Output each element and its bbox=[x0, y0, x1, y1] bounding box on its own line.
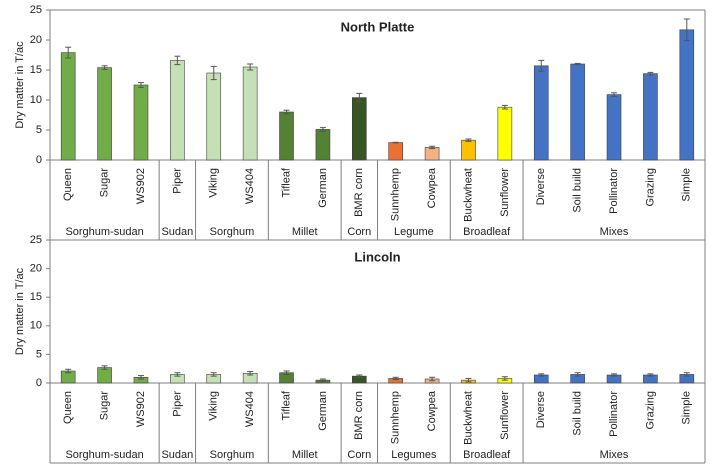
group-label: Corn bbox=[347, 449, 371, 461]
x-tick-label: Cowpea bbox=[426, 390, 438, 431]
bar bbox=[242, 66, 258, 161]
y-tick-label: 5 bbox=[36, 124, 42, 136]
x-tick-label: Grazing bbox=[644, 168, 656, 207]
bar bbox=[60, 52, 76, 161]
y-tick-label: 20 bbox=[30, 34, 42, 46]
bar bbox=[533, 65, 549, 161]
x-tick-label: WS902 bbox=[135, 391, 147, 427]
x-tick-label: BMR corn bbox=[353, 168, 365, 217]
bar bbox=[388, 142, 403, 161]
group-label: Broadleaf bbox=[463, 449, 511, 461]
y-tick-label: 25 bbox=[30, 4, 42, 16]
x-tick-label: German bbox=[317, 168, 329, 208]
y-tick-label: 20 bbox=[30, 263, 42, 275]
x-tick-label: Diverse bbox=[535, 168, 547, 205]
y-tick-label: 5 bbox=[36, 348, 42, 360]
group-label: Mixes bbox=[600, 449, 629, 461]
bar bbox=[133, 84, 149, 161]
x-tick-label: WS902 bbox=[135, 168, 147, 204]
y-tick-label: 15 bbox=[30, 291, 42, 303]
y-tick-label: 10 bbox=[30, 94, 42, 106]
y-tick-label: 15 bbox=[30, 64, 42, 76]
x-tick-label: Piper bbox=[171, 168, 183, 194]
x-tick-label: Buckwheat bbox=[462, 391, 474, 445]
bar bbox=[679, 29, 695, 161]
y-tick-label: 0 bbox=[36, 377, 42, 389]
bar bbox=[424, 147, 440, 161]
group-label: Millet bbox=[292, 449, 318, 461]
x-tick-label: BMR corn bbox=[353, 391, 365, 440]
x-tick-label: Piper bbox=[171, 391, 183, 417]
group-label: Sorghum-sudan bbox=[65, 449, 143, 461]
group-label: Mixes bbox=[600, 226, 629, 238]
bar bbox=[497, 106, 513, 161]
x-tick-label: Sunnhemp bbox=[390, 391, 402, 444]
x-tick-label: Tifleaf bbox=[280, 167, 292, 197]
bar bbox=[97, 67, 112, 161]
y-tick-label: 0 bbox=[36, 154, 42, 166]
x-tick-label: Buckwheat bbox=[462, 168, 474, 222]
chart-title: North Platte bbox=[341, 19, 415, 34]
group-label: Broadleaf bbox=[463, 226, 511, 238]
bar bbox=[170, 60, 185, 161]
group-label: Sudan bbox=[161, 449, 193, 461]
x-tick-label: Sunflower bbox=[499, 391, 511, 440]
x-tick-label: Soil build bbox=[572, 168, 584, 213]
group-label: Corn bbox=[347, 226, 371, 238]
group-label: Legume bbox=[394, 226, 434, 238]
y-axis-label: Dry matter in T/ac bbox=[14, 267, 26, 355]
x-tick-label: Pollinator bbox=[608, 168, 620, 214]
x-tick-label: Sugar bbox=[98, 391, 110, 421]
x-tick-label: WS404 bbox=[244, 391, 256, 427]
bar bbox=[643, 73, 658, 161]
x-tick-label: Soil build bbox=[572, 391, 584, 436]
x-tick-label: Queen bbox=[62, 391, 74, 424]
y-axis-label: Dry matter in T/ac bbox=[14, 41, 26, 129]
group-label: Sorghum bbox=[210, 449, 255, 461]
x-tick-label: Cowpea bbox=[426, 167, 438, 208]
bar bbox=[461, 139, 476, 161]
x-tick-label: Viking bbox=[208, 168, 220, 198]
x-tick-label: Sunnhemp bbox=[390, 168, 402, 221]
bar bbox=[206, 72, 222, 161]
x-tick-label: Sugar bbox=[98, 168, 110, 198]
bar bbox=[97, 367, 112, 384]
bar bbox=[352, 97, 367, 161]
group-label: Sorghum-sudan bbox=[65, 226, 143, 238]
bar bbox=[570, 63, 585, 161]
x-tick-label: Viking bbox=[208, 391, 220, 421]
x-tick-label: German bbox=[317, 391, 329, 431]
bar bbox=[279, 111, 294, 161]
y-tick-label: 25 bbox=[30, 234, 42, 246]
x-tick-label: Diverse bbox=[535, 391, 547, 428]
group-label: Sorghum bbox=[210, 226, 255, 238]
bar bbox=[606, 94, 622, 161]
chart-title: Lincoln bbox=[354, 249, 400, 264]
x-tick-label: Queen bbox=[62, 168, 74, 201]
x-tick-label: Simple bbox=[681, 168, 693, 202]
x-tick-label: Simple bbox=[681, 391, 693, 425]
x-tick-label: WS404 bbox=[244, 168, 256, 204]
x-tick-label: Pollinator bbox=[608, 391, 620, 437]
group-label: Legumes bbox=[391, 449, 437, 461]
y-tick-label: 10 bbox=[30, 320, 42, 332]
x-tick-label: Tifleaf bbox=[280, 390, 292, 420]
x-tick-label: Grazing bbox=[644, 391, 656, 430]
group-label: Millet bbox=[292, 226, 318, 238]
group-label: Sudan bbox=[161, 226, 193, 238]
bar bbox=[315, 129, 331, 161]
x-tick-label: Sunflower bbox=[499, 168, 511, 217]
